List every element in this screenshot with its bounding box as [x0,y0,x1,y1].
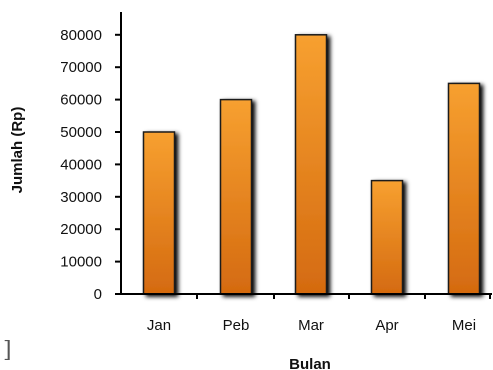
bars-group [142,34,481,295]
y-tick-label: 20000 [60,221,102,238]
bar-mar [294,34,328,295]
x-tick-label-mei: Mei [452,317,476,334]
y-tick-label: 80000 [60,27,102,44]
x-tick-label-peb: Peb [223,317,250,334]
bar-jan [142,131,176,295]
stray-bracket-mark: ] [3,338,12,363]
bar-peb [219,98,253,295]
bar-mei [447,82,481,295]
axes-group [115,12,492,299]
y-axis-title: Jumlah (Rp) [9,107,26,194]
x-tick-label-jan: Jan [147,317,171,334]
y-tick-labels: 0 10000 20000 30000 40000 50000 60000 70000 8000… [60,27,102,303]
x-tick-labels: Jan Peb Mar Apr Mei [147,317,476,334]
bar-apr [370,179,404,295]
y-tick-label: 30000 [60,189,102,206]
y-tick-label: 0 [94,286,102,303]
x-tick-label-apr: Apr [375,317,398,334]
x-axis-title: Bulan [289,356,331,370]
y-tick-label: 60000 [60,92,102,109]
y-tick-label: 40000 [60,156,102,173]
y-tick-label: 50000 [60,124,102,141]
y-tick-label: 10000 [60,254,102,271]
x-tick-label-mar: Mar [298,317,324,334]
y-tick-label: 70000 [60,59,102,76]
